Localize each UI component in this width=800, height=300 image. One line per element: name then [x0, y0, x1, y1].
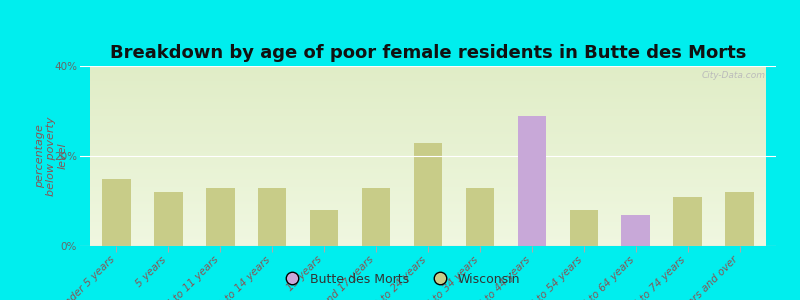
Bar	[570, 210, 598, 246]
Bar	[154, 192, 182, 246]
Title: Breakdown by age of poor female residents in Butte des Morts: Breakdown by age of poor female resident…	[110, 44, 746, 62]
Bar	[518, 116, 546, 246]
Y-axis label: percentage
below poverty
level: percentage below poverty level	[35, 116, 68, 196]
Bar	[726, 192, 754, 246]
Bar	[206, 188, 234, 246]
Bar	[362, 188, 390, 246]
Bar	[310, 210, 338, 246]
Bar	[518, 196, 546, 246]
Legend: Butte des Morts, Wisconsin: Butte des Morts, Wisconsin	[275, 268, 525, 291]
Bar	[102, 178, 130, 246]
Bar	[466, 188, 494, 246]
Bar	[414, 142, 442, 246]
Bar	[258, 188, 286, 246]
Bar	[674, 196, 702, 246]
Text: City-Data.com: City-Data.com	[702, 71, 766, 80]
Bar	[622, 214, 650, 246]
